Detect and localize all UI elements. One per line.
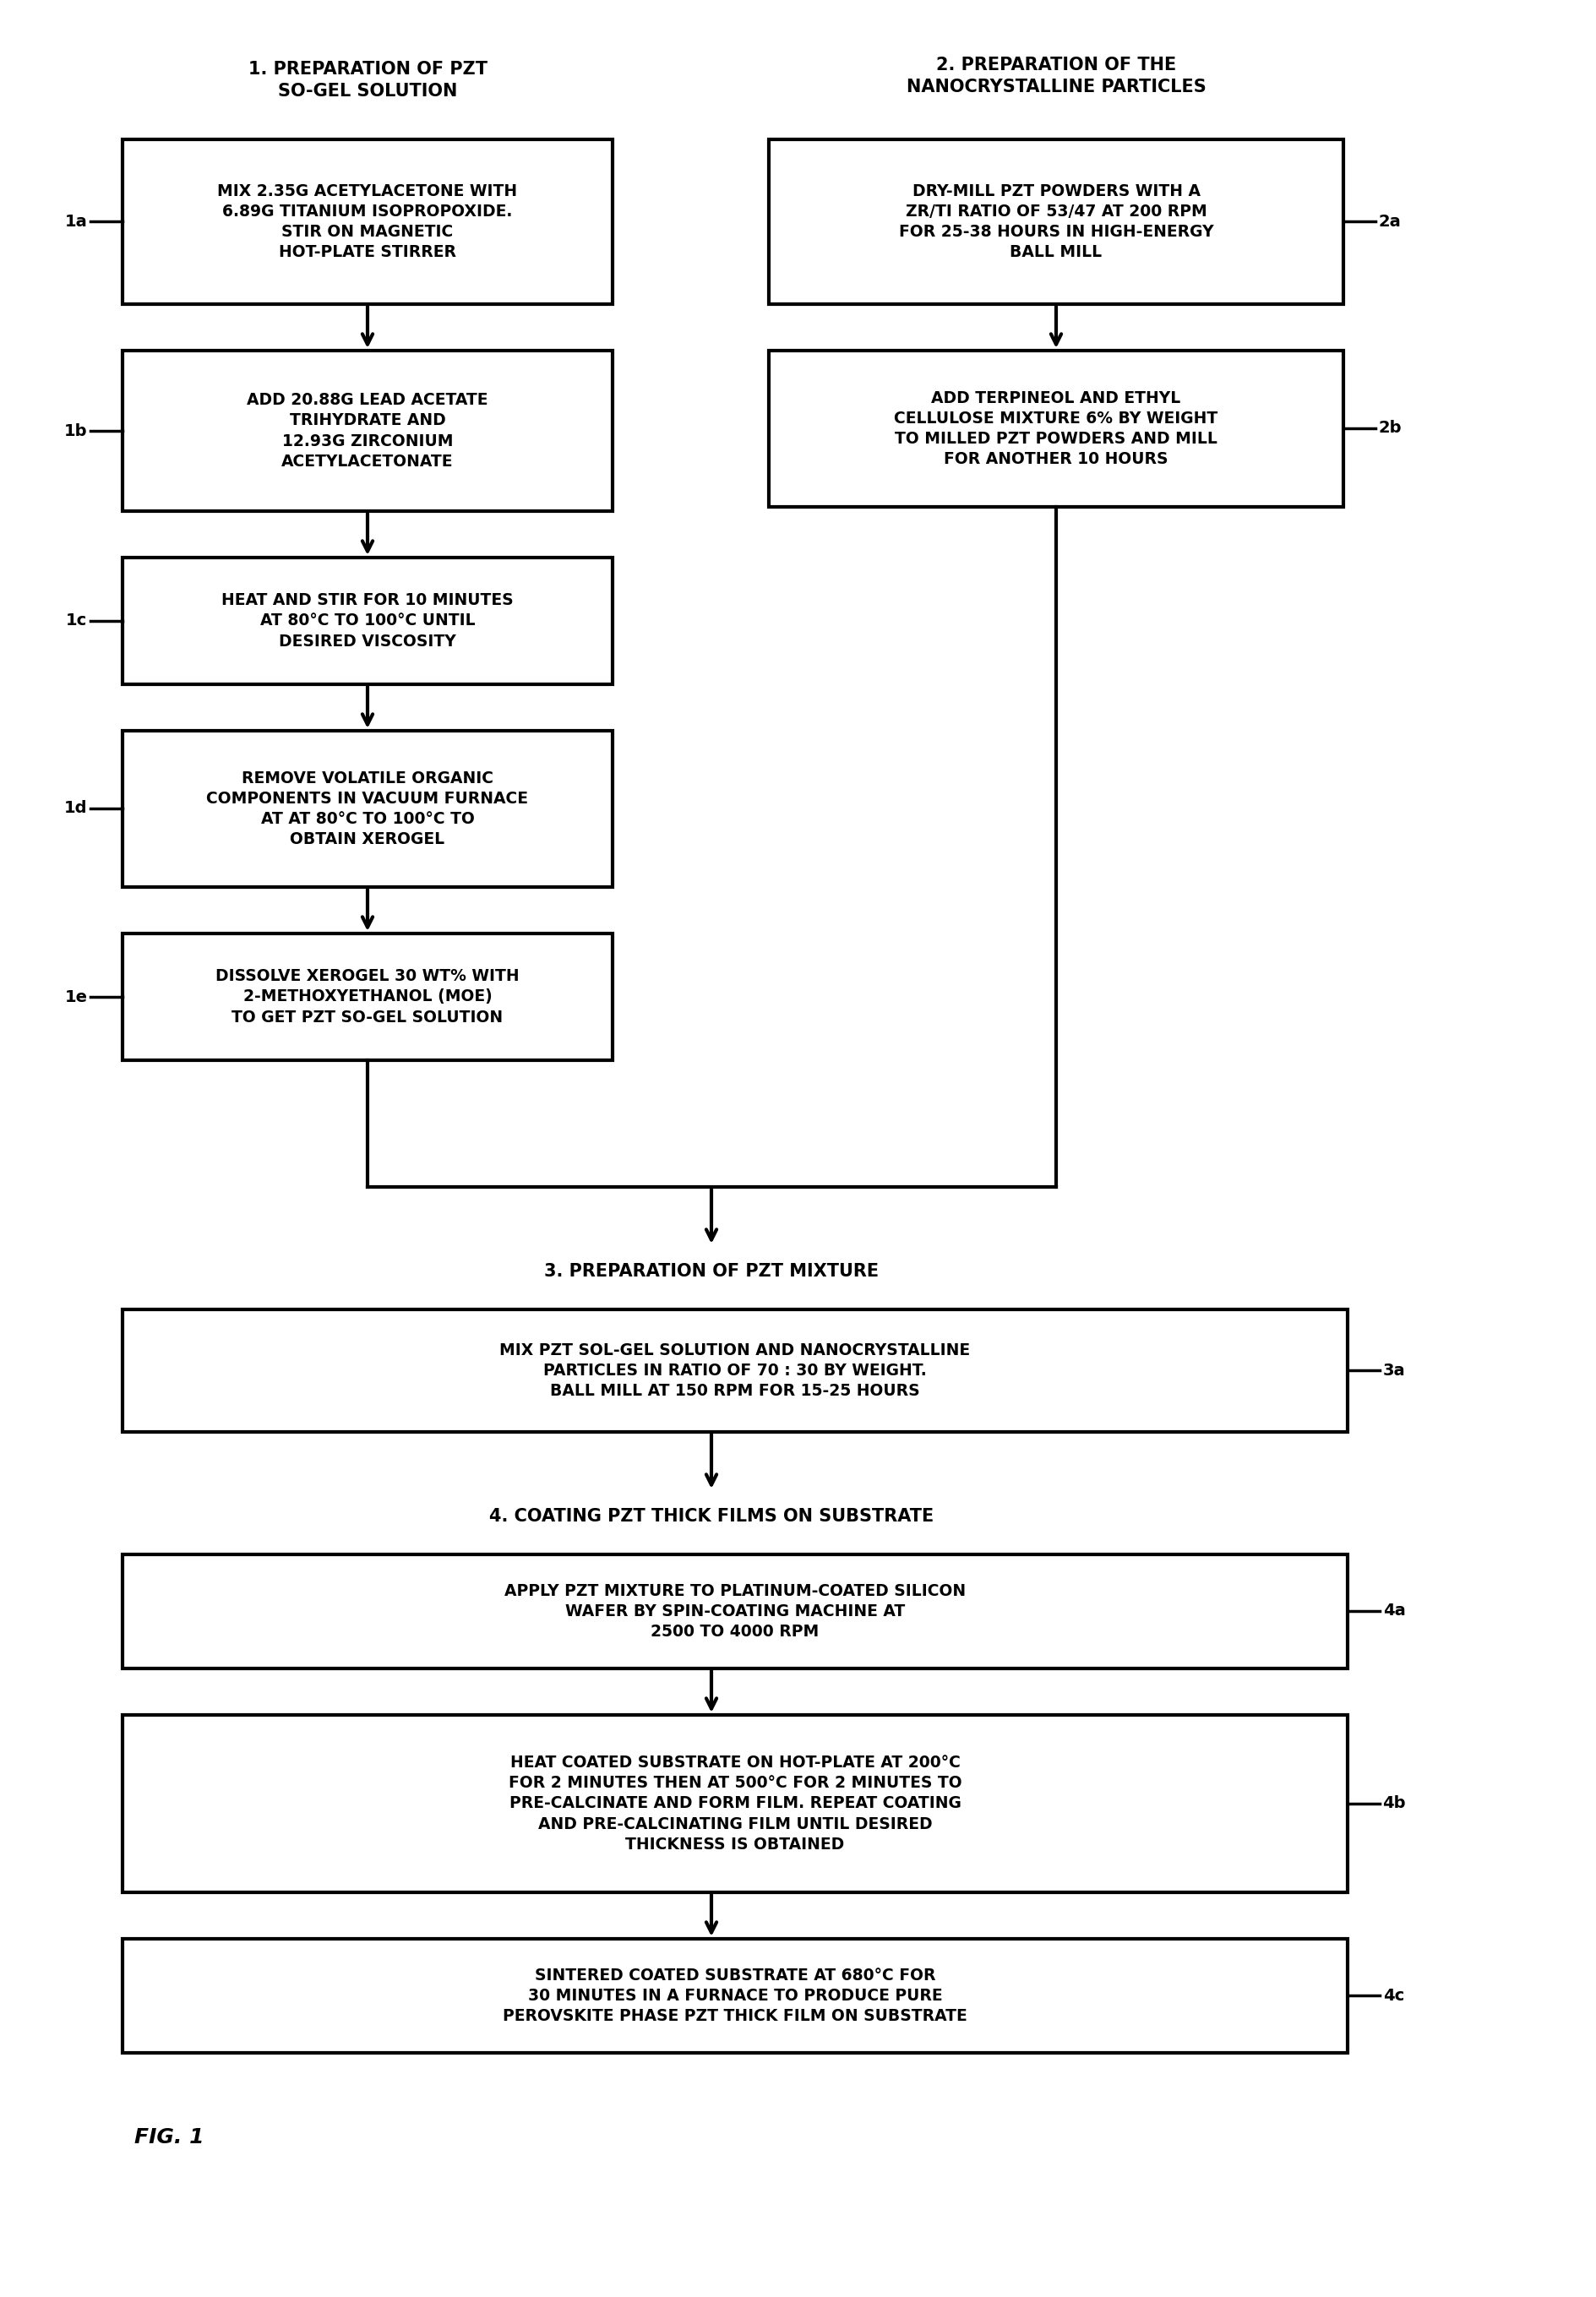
Bar xyxy=(123,730,613,887)
Bar xyxy=(123,351,613,512)
Text: 1a: 1a xyxy=(65,214,88,230)
Text: HEAT AND STIR FOR 10 MINUTES
AT 80°C TO 100°C UNTIL
DESIRED VISCOSITY: HEAT AND STIR FOR 10 MINUTES AT 80°C TO … xyxy=(222,593,514,650)
Text: 3. PREPARATION OF PZT MIXTURE: 3. PREPARATION OF PZT MIXTURE xyxy=(544,1263,879,1279)
Text: MIX 2.35G ACETYLACETONE WITH
6.89G TITANIUM ISOPROPOXIDE.
STIR ON MAGNETIC
HOT-P: MIX 2.35G ACETYLACETONE WITH 6.89G TITAN… xyxy=(217,184,517,260)
Bar xyxy=(123,1555,1347,1668)
Bar xyxy=(769,351,1344,508)
Text: DISSOLVE XEROGEL 30 WT% WITH
2-METHOXYETHANOL (MOE)
TO GET PZT SO-GEL SOLUTION: DISSOLVE XEROGEL 30 WT% WITH 2-METHOXYET… xyxy=(215,969,519,1024)
Text: HEAT COATED SUBSTRATE ON HOT-PLATE AT 200°C
FOR 2 MINUTES THEN AT 500°C FOR 2 MI: HEAT COATED SUBSTRATE ON HOT-PLATE AT 20… xyxy=(509,1755,962,1854)
Text: 2b: 2b xyxy=(1379,420,1401,436)
Bar xyxy=(769,140,1344,303)
Text: ADD 20.88G LEAD ACETATE
TRIHYDRATE AND
12.93G ZIRCONIUM
ACETYLACETONATE: ADD 20.88G LEAD ACETATE TRIHYDRATE AND 1… xyxy=(247,393,488,469)
Bar xyxy=(123,558,613,685)
Text: 1e: 1e xyxy=(64,988,88,1004)
Text: 1b: 1b xyxy=(64,423,88,439)
Text: FIG. 1: FIG. 1 xyxy=(134,2127,204,2148)
Text: SINTERED COATED SUBSTRATE AT 680°C FOR
30 MINUTES IN A FURNACE TO PRODUCE PURE
P: SINTERED COATED SUBSTRATE AT 680°C FOR 3… xyxy=(503,1966,967,2024)
Bar xyxy=(123,140,613,303)
Text: 2a: 2a xyxy=(1379,214,1401,230)
Bar xyxy=(123,1716,1347,1893)
Bar xyxy=(123,1309,1347,1431)
Text: REMOVE VOLATILE ORGANIC
COMPONENTS IN VACUUM FURNACE
AT AT 80°C TO 100°C TO
OBTA: REMOVE VOLATILE ORGANIC COMPONENTS IN VA… xyxy=(206,769,528,848)
Text: 1. PREPARATION OF PZT
SO-GEL SOLUTION: 1. PREPARATION OF PZT SO-GEL SOLUTION xyxy=(247,62,487,99)
Text: 4b: 4b xyxy=(1382,1796,1406,1812)
Bar xyxy=(123,933,613,1061)
Text: MIX PZT SOL-GEL SOLUTION AND NANOCRYSTALLINE
PARTICLES IN RATIO OF 70 : 30 BY WE: MIX PZT SOL-GEL SOLUTION AND NANOCRYSTAL… xyxy=(500,1341,970,1399)
Text: 1d: 1d xyxy=(64,799,88,815)
Text: 1c: 1c xyxy=(65,613,86,629)
Text: ADD TERPINEOL AND ETHYL
CELLULOSE MIXTURE 6% BY WEIGHT
TO MILLED PZT POWDERS AND: ADD TERPINEOL AND ETHYL CELLULOSE MIXTUR… xyxy=(894,390,1218,469)
Text: 2. PREPARATION OF THE
NANOCRYSTALLINE PARTICLES: 2. PREPARATION OF THE NANOCRYSTALLINE PA… xyxy=(907,57,1207,94)
Text: 4c: 4c xyxy=(1384,1987,1404,2003)
Text: 4. COATING PZT THICK FILMS ON SUBSTRATE: 4. COATING PZT THICK FILMS ON SUBSTRATE xyxy=(488,1507,934,1525)
Text: 4a: 4a xyxy=(1382,1603,1406,1619)
Text: DRY-MILL PZT POWDERS WITH A
ZR/TI RATIO OF 53/47 AT 200 RPM
FOR 25-38 HOURS IN H: DRY-MILL PZT POWDERS WITH A ZR/TI RATIO … xyxy=(899,184,1213,260)
Text: APPLY PZT MIXTURE TO PLATINUM-COATED SILICON
WAFER BY SPIN-COATING MACHINE AT
25: APPLY PZT MIXTURE TO PLATINUM-COATED SIL… xyxy=(504,1583,966,1640)
Text: 3a: 3a xyxy=(1382,1362,1406,1378)
Bar xyxy=(123,1939,1347,2054)
